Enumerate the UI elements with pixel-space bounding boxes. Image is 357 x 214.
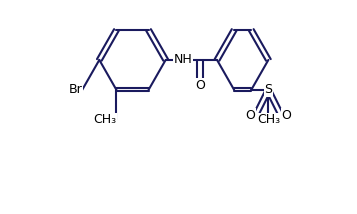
Text: O: O bbox=[195, 79, 205, 92]
Text: S: S bbox=[265, 83, 272, 96]
Text: CH₃: CH₃ bbox=[257, 113, 280, 126]
Text: O: O bbox=[246, 109, 256, 122]
Text: Br: Br bbox=[69, 83, 82, 96]
Text: CH₃: CH₃ bbox=[93, 113, 116, 126]
Text: NH: NH bbox=[174, 54, 192, 66]
Text: O: O bbox=[281, 109, 291, 122]
